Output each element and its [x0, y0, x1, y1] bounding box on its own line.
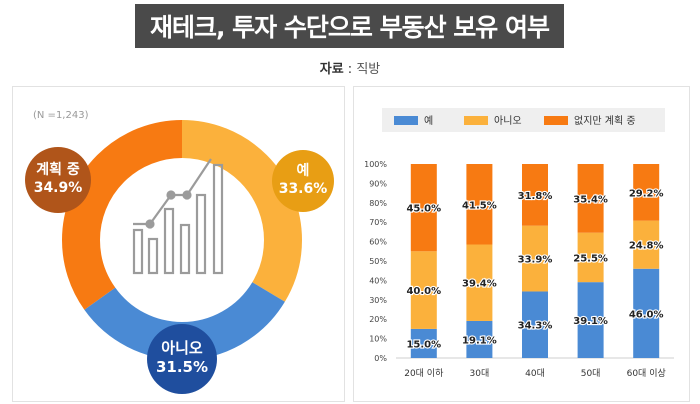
x-tick-label: 20대 이하: [404, 368, 444, 379]
bar-segment: [466, 244, 493, 321]
stacked-bar-chart: 예 아니오 없지만 계획 중 0% 10% 20% 30% 40% 50% 60% 70% 80% 9…: [364, 108, 674, 379]
badge-yes-label: 예: [297, 163, 310, 179]
x-tick-label: 60대 이상: [627, 368, 666, 379]
badge-no: 아니오 31.5%: [147, 324, 217, 394]
bar-panel: 예 아니오 없지만 계획 중 0% 10% 20% 30% 40% 50% 60% 70% 80% 9…: [353, 86, 690, 402]
data-label: 29.2%: [629, 188, 664, 199]
y-tick-label: 70%: [369, 218, 387, 227]
x-tick-label: 30대: [470, 368, 490, 379]
y-tick-label: 30%: [369, 296, 387, 305]
badge-planning: 계획 중 34.9%: [25, 147, 91, 213]
y-tick-label: 100%: [364, 160, 387, 169]
donut-panel: (N =1,243) 예 33.6% 아니오 31.5%: [12, 86, 345, 402]
growth-chart-icon: [132, 158, 224, 275]
data-label: 39.1%: [573, 316, 608, 327]
bar-segment: [522, 164, 548, 226]
data-label: 35.4%: [573, 194, 608, 205]
bar-segment: [633, 220, 660, 269]
source-value: 직방: [356, 62, 381, 77]
legend-label: 아니오: [494, 115, 522, 127]
legend-swatch: [464, 116, 488, 125]
sample-size-label: (N =1,243): [33, 110, 89, 121]
source-separator: :: [343, 62, 357, 77]
data-label: 31.8%: [518, 191, 553, 202]
data-label: 45.0%: [406, 204, 441, 215]
bar-segment: [577, 282, 604, 358]
bar-segment: [577, 164, 604, 233]
data-label: 34.3%: [518, 321, 553, 332]
legend-background: [382, 108, 665, 132]
y-tick-label: 0%: [374, 354, 387, 363]
bar-segment: [633, 164, 660, 221]
legend-swatch: [544, 116, 568, 125]
legend-label: 없지만 계획 중: [574, 114, 636, 127]
data-label: 19.1%: [462, 335, 497, 346]
bar-segment: [633, 268, 660, 358]
badge-no-value: 31.5%: [156, 358, 208, 376]
y-tick-label: 50%: [369, 257, 387, 266]
bar-segment: [410, 328, 437, 358]
data-label: 39.4%: [462, 279, 497, 290]
data-label: 40.0%: [406, 286, 441, 297]
badge-planning-label: 계획 중: [36, 161, 80, 178]
bar-segment: [577, 232, 604, 283]
bar-segment: [522, 225, 548, 292]
y-tick-label: 60%: [369, 238, 387, 247]
badge-no-label: 아니오: [161, 339, 203, 357]
data-label: 15.0%: [406, 339, 441, 350]
legend-swatch: [394, 116, 418, 125]
x-tick-label: 50대: [581, 368, 601, 379]
data-label: 24.8%: [629, 241, 664, 252]
data-label: 46.0%: [629, 309, 664, 320]
bar-segment: [410, 164, 437, 252]
data-label: 33.9%: [518, 255, 553, 266]
bar-segment: [466, 320, 493, 358]
source-label: 자료: [319, 62, 344, 77]
data-label: 41.5%: [462, 200, 497, 211]
y-tick-label: 20%: [369, 315, 387, 324]
x-tick-label: 40대: [525, 368, 545, 379]
badge-planning-value: 34.9%: [34, 180, 83, 196]
source-line: 자료 : 직방: [0, 58, 700, 77]
bar-segment: [410, 251, 437, 329]
badge-yes-value: 33.6%: [279, 181, 328, 197]
y-tick-label: 10%: [369, 335, 387, 344]
bar-segment: [466, 164, 493, 245]
bar-segment: [522, 291, 548, 358]
donut-chart: (N =1,243) 예 33.6% 아니오 31.5%: [25, 110, 334, 394]
donut-segment-planning: [62, 120, 302, 360]
y-tick-label: 40%: [369, 276, 387, 285]
data-label: 25.5%: [573, 253, 608, 264]
y-tick-label: 80%: [369, 199, 387, 208]
y-tick-label: 90%: [369, 179, 387, 188]
badge-yes: 예 33.6%: [272, 150, 334, 212]
page-title: 재테크, 투자 수단으로 부동산 보유 여부: [135, 4, 564, 48]
legend-label: 예: [424, 115, 433, 127]
